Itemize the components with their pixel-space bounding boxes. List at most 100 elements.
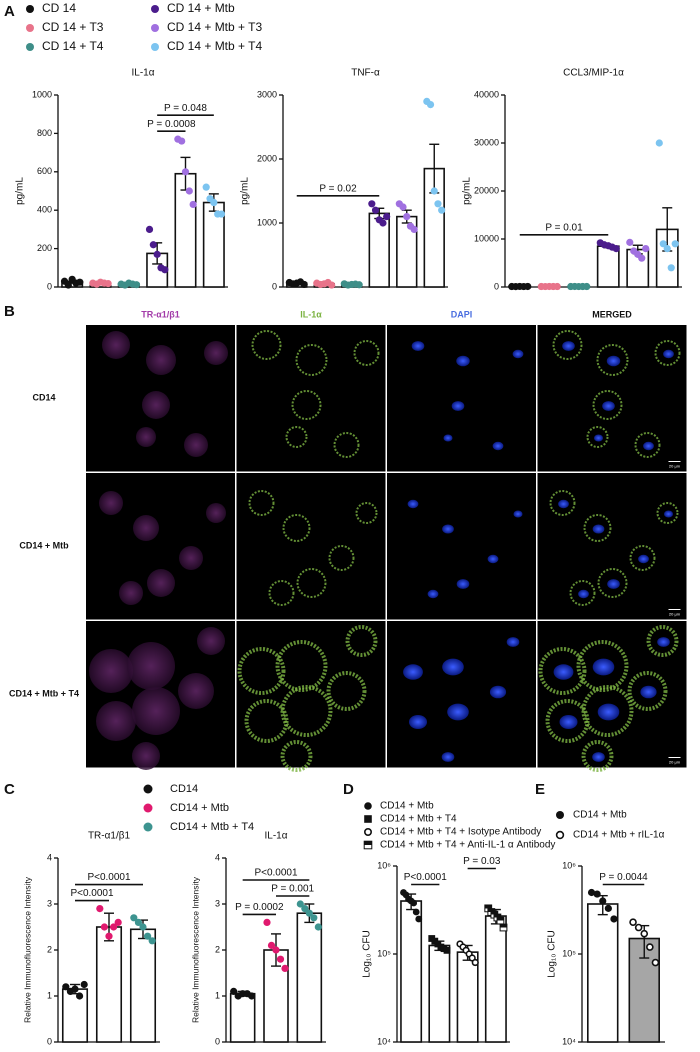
data-point (553, 282, 561, 291)
data-point (143, 932, 152, 940)
bar (129, 928, 157, 1043)
legend-label: CD 14 + Mtb (167, 1, 235, 15)
data-point (148, 937, 156, 945)
bar (229, 992, 256, 1043)
chart-title: CCL3/MIP-1α (563, 68, 624, 79)
micrograph-tile (387, 325, 536, 472)
nucleus (409, 715, 427, 729)
micrograph-tile (236, 325, 386, 472)
cell (132, 687, 180, 735)
p-value: P<0.0001 (70, 888, 114, 899)
legend-marker (364, 802, 372, 810)
y-tick-label: 600 (37, 166, 52, 176)
data-point (75, 992, 84, 1000)
data-point (499, 923, 508, 932)
data-point (145, 225, 154, 233)
cell (102, 331, 130, 359)
y-tick-label: 1 (215, 990, 220, 1000)
p-value: P = 0.03 (463, 856, 501, 867)
nucleus (594, 434, 603, 442)
data-point (267, 941, 276, 950)
panel-label: A (4, 3, 15, 20)
data-point (438, 206, 446, 214)
p-value: P<0.0001 (254, 868, 298, 879)
p-value: P<0.0001 (404, 872, 448, 883)
column-header: TR-α1/β1 (141, 309, 180, 319)
chart-title: IL-1α (264, 831, 287, 842)
p-value: P = 0.01 (545, 222, 583, 233)
row-label: CD14 + Mtb + T4 (9, 689, 79, 699)
data-point (379, 219, 387, 227)
data-point (281, 964, 289, 973)
data-point (300, 280, 308, 289)
data-point (189, 200, 197, 209)
micrograph-tile (537, 325, 687, 472)
nucleus (597, 703, 620, 721)
y-axis-label: Log₁₀ CFU (547, 930, 558, 978)
nucleus (403, 664, 423, 680)
y-tick-label: 10⁵ (377, 948, 391, 958)
data-point (105, 932, 113, 940)
cell (251, 330, 282, 360)
data-point (642, 245, 650, 253)
nucleus (592, 752, 605, 762)
data-point (663, 245, 671, 253)
y-tick-label: 4 (215, 852, 220, 862)
legend-label: CD14 + Mtb + T4 (380, 814, 457, 825)
data-point (434, 200, 442, 208)
cell (275, 640, 328, 692)
data-point (604, 904, 612, 912)
cell (146, 345, 176, 375)
data-point (96, 905, 104, 913)
y-tick-label: 400 (37, 205, 52, 215)
cell (119, 581, 143, 605)
nucleus (606, 355, 621, 367)
data-point (612, 245, 620, 253)
cell (280, 740, 313, 772)
p-value: P = 0.0002 (235, 902, 284, 913)
cell (133, 515, 159, 541)
cell (569, 580, 596, 606)
data-point (114, 918, 122, 927)
y-tick-label: 10⁴ (562, 1036, 576, 1046)
cell (147, 569, 175, 597)
nucleus (442, 524, 454, 534)
data-point (149, 241, 157, 249)
data-point (638, 254, 646, 262)
cell (178, 673, 214, 709)
nucleus (663, 349, 674, 359)
cell (326, 671, 367, 711)
nucleus (456, 579, 470, 589)
data-point (217, 210, 226, 218)
micrograph-tile (387, 473, 536, 620)
cell (583, 514, 612, 542)
y-tick-label: 1 (47, 990, 52, 1000)
y-axis-label: Relative Immunofluorescence Intensity (22, 876, 32, 1023)
scale-bar-label: 20 µm (669, 464, 681, 469)
panel-label: C (4, 781, 15, 798)
data-point (328, 281, 336, 289)
cell (184, 433, 208, 457)
data-point (629, 918, 637, 926)
y-axis-label: Log₁₀ CFU (362, 930, 373, 978)
bar (428, 944, 451, 1043)
y-tick-label: 0 (47, 1036, 52, 1046)
nucleus (451, 401, 465, 411)
cell (538, 647, 587, 695)
data-point (646, 943, 654, 951)
cell (132, 742, 160, 770)
data-point (371, 206, 380, 214)
nucleus (562, 341, 575, 351)
data-point (276, 955, 285, 963)
legend-marker (26, 43, 34, 51)
legend-marker (26, 24, 34, 32)
legend-marker (151, 24, 159, 32)
chart-title: IL-1α (131, 68, 154, 79)
y-tick-label: 10⁴ (377, 1036, 391, 1046)
cell (592, 390, 623, 420)
legend-marker (555, 830, 565, 840)
data-point (583, 282, 591, 291)
cell (99, 491, 123, 515)
cell (282, 514, 311, 542)
data-point (104, 279, 112, 288)
